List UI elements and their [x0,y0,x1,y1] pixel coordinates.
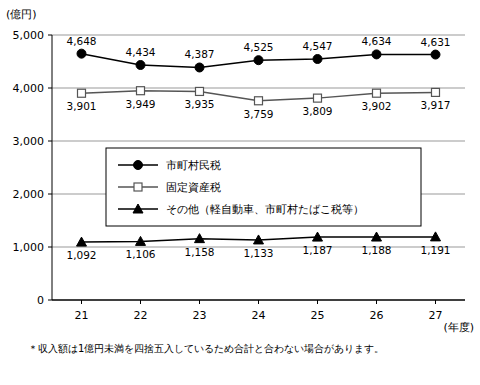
tick-label: 27 [429,309,443,322]
marker [314,94,322,102]
marker [313,55,322,64]
tick-mark [48,300,52,301]
tick-label: 0 [37,294,44,307]
axis-label: (億円) [6,8,37,21]
data-label: 3,901 [66,100,96,112]
tick-mark [48,35,52,36]
marker [255,97,263,105]
legend-label: その他（軽自動車、市町村たばこ税等） [166,203,364,216]
data-label: 3,935 [184,98,214,110]
tick-mark [48,247,52,248]
legend-label: 市町村民税 [166,159,221,172]
tick-label: 22 [134,309,148,322]
marker [196,87,204,95]
tick-mark [81,300,82,304]
tick-label: 2,000 [13,188,45,201]
legend-marker [133,204,143,213]
tick-label: 21 [75,309,89,322]
chart: 0 1,000 2,000 3,000 4,000 5,000 21 22 23 24 25 26 27… [0,0,480,385]
marker [136,236,146,245]
marker [136,60,145,69]
tick-label: 23 [193,309,207,322]
legend-marker [134,161,143,170]
tick-label: 26 [370,309,384,322]
grid-line [52,88,465,89]
marker [372,50,381,59]
marker [195,234,205,243]
tick-mark [199,300,200,304]
tick-label: 1,000 [13,241,45,254]
data-label: 3,902 [361,100,391,112]
data-label: 4,648 [66,35,96,47]
data-label: 4,631 [420,36,450,48]
tick-mark [258,300,259,304]
data-label: 1,191 [420,244,450,256]
marker [254,56,263,65]
data-label: 4,634 [361,35,391,47]
grid-line [52,35,465,36]
data-label: 4,387 [184,48,214,60]
marker [372,232,382,241]
axis-label: (年度) [443,321,474,334]
marker [313,232,323,241]
marker [195,63,204,72]
annotation: ＊収入額は1億円未満を四捨五入しているため合計と合わない場合があります。 [28,343,384,354]
marker [373,89,381,97]
marker [254,235,264,244]
marker [431,50,440,59]
tick-mark [317,300,318,304]
tick-mark [48,141,52,142]
marker [137,87,145,95]
data-label: 1,106 [125,248,155,260]
data-label: 3,917 [420,99,450,111]
data-label: 1,187 [302,244,332,256]
marker [431,232,441,241]
data-label: 4,434 [125,46,155,58]
legend-label: 固定資産税 [166,181,221,194]
data-label: 1,188 [361,244,391,256]
data-label: 1,092 [66,249,96,261]
data-label: 4,525 [243,41,273,53]
data-label: 3,949 [125,98,155,110]
tick-mark [435,300,436,304]
legend-marker [134,183,142,191]
marker [432,88,440,96]
plot-marks [77,49,441,246]
data-label: 3,759 [243,108,273,120]
data-label: 1,158 [184,246,214,258]
data-label: 3,809 [302,105,332,117]
marker [78,89,86,97]
tick-label: 4,000 [13,82,45,95]
legend: 市町村民税固定資産税その他（軽自動車、市町村たばこ税等） [106,148,421,226]
tick-label: 24 [252,309,266,322]
data-label: 1,133 [243,247,273,259]
tick-label: 3,000 [13,135,45,148]
marker [77,237,87,246]
data-label: 4,547 [302,40,332,52]
tick-mark [140,300,141,304]
marker [77,49,86,58]
grid-line [52,141,465,142]
tick-mark [48,194,52,195]
legend-box [106,148,421,226]
y-axis [52,35,53,300]
tick-label: 25 [311,309,325,322]
tick-mark [48,88,52,89]
tick-mark [376,300,377,304]
tick-label: 5,000 [13,29,45,42]
